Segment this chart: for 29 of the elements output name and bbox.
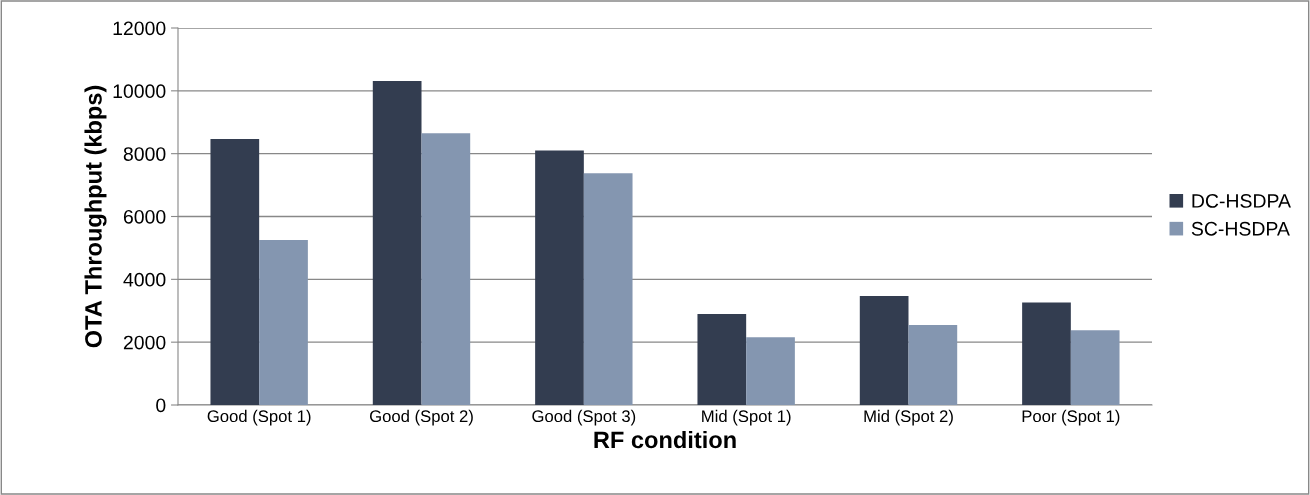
bar	[259, 240, 308, 405]
x-tick-label: Good (Spot 2)	[370, 409, 473, 426]
y-tick-label: 10000	[113, 84, 166, 99]
bar	[859, 295, 909, 405]
y-tick-label: 8000	[123, 147, 166, 161]
bar	[746, 337, 795, 405]
y-tick-label: 12000	[113, 21, 166, 36]
bar	[908, 324, 958, 405]
y-tick-label: 6000	[123, 209, 166, 224]
bar	[1070, 330, 1120, 405]
y-tick-label: 0	[156, 398, 166, 413]
x-tick-label: Mid (Spot 2)	[864, 409, 953, 426]
x-axis-title: RF condition	[594, 430, 736, 449]
bar	[697, 313, 747, 405]
bar	[1022, 302, 1071, 405]
bar	[421, 133, 471, 405]
bar	[372, 81, 422, 405]
legend-label: SC-HSDPA	[1191, 221, 1290, 236]
legend-label: DC-HSDPA	[1192, 194, 1291, 208]
x-tick-label: Poor (Spot 1)	[1022, 409, 1120, 426]
x-tick-label: Good (Spot 1)	[207, 409, 311, 426]
y-tick-label: 4000	[123, 272, 166, 287]
x-tick-label: Mid (Spot 1)	[702, 409, 791, 426]
x-tick-label: Good (Spot 3)	[532, 409, 636, 426]
y-axis-title: OTA Throughput (kbps)	[84, 85, 107, 348]
bar	[583, 173, 633, 405]
bar	[535, 150, 584, 405]
bar	[210, 138, 260, 405]
y-tick-label: 2000	[123, 335, 166, 350]
